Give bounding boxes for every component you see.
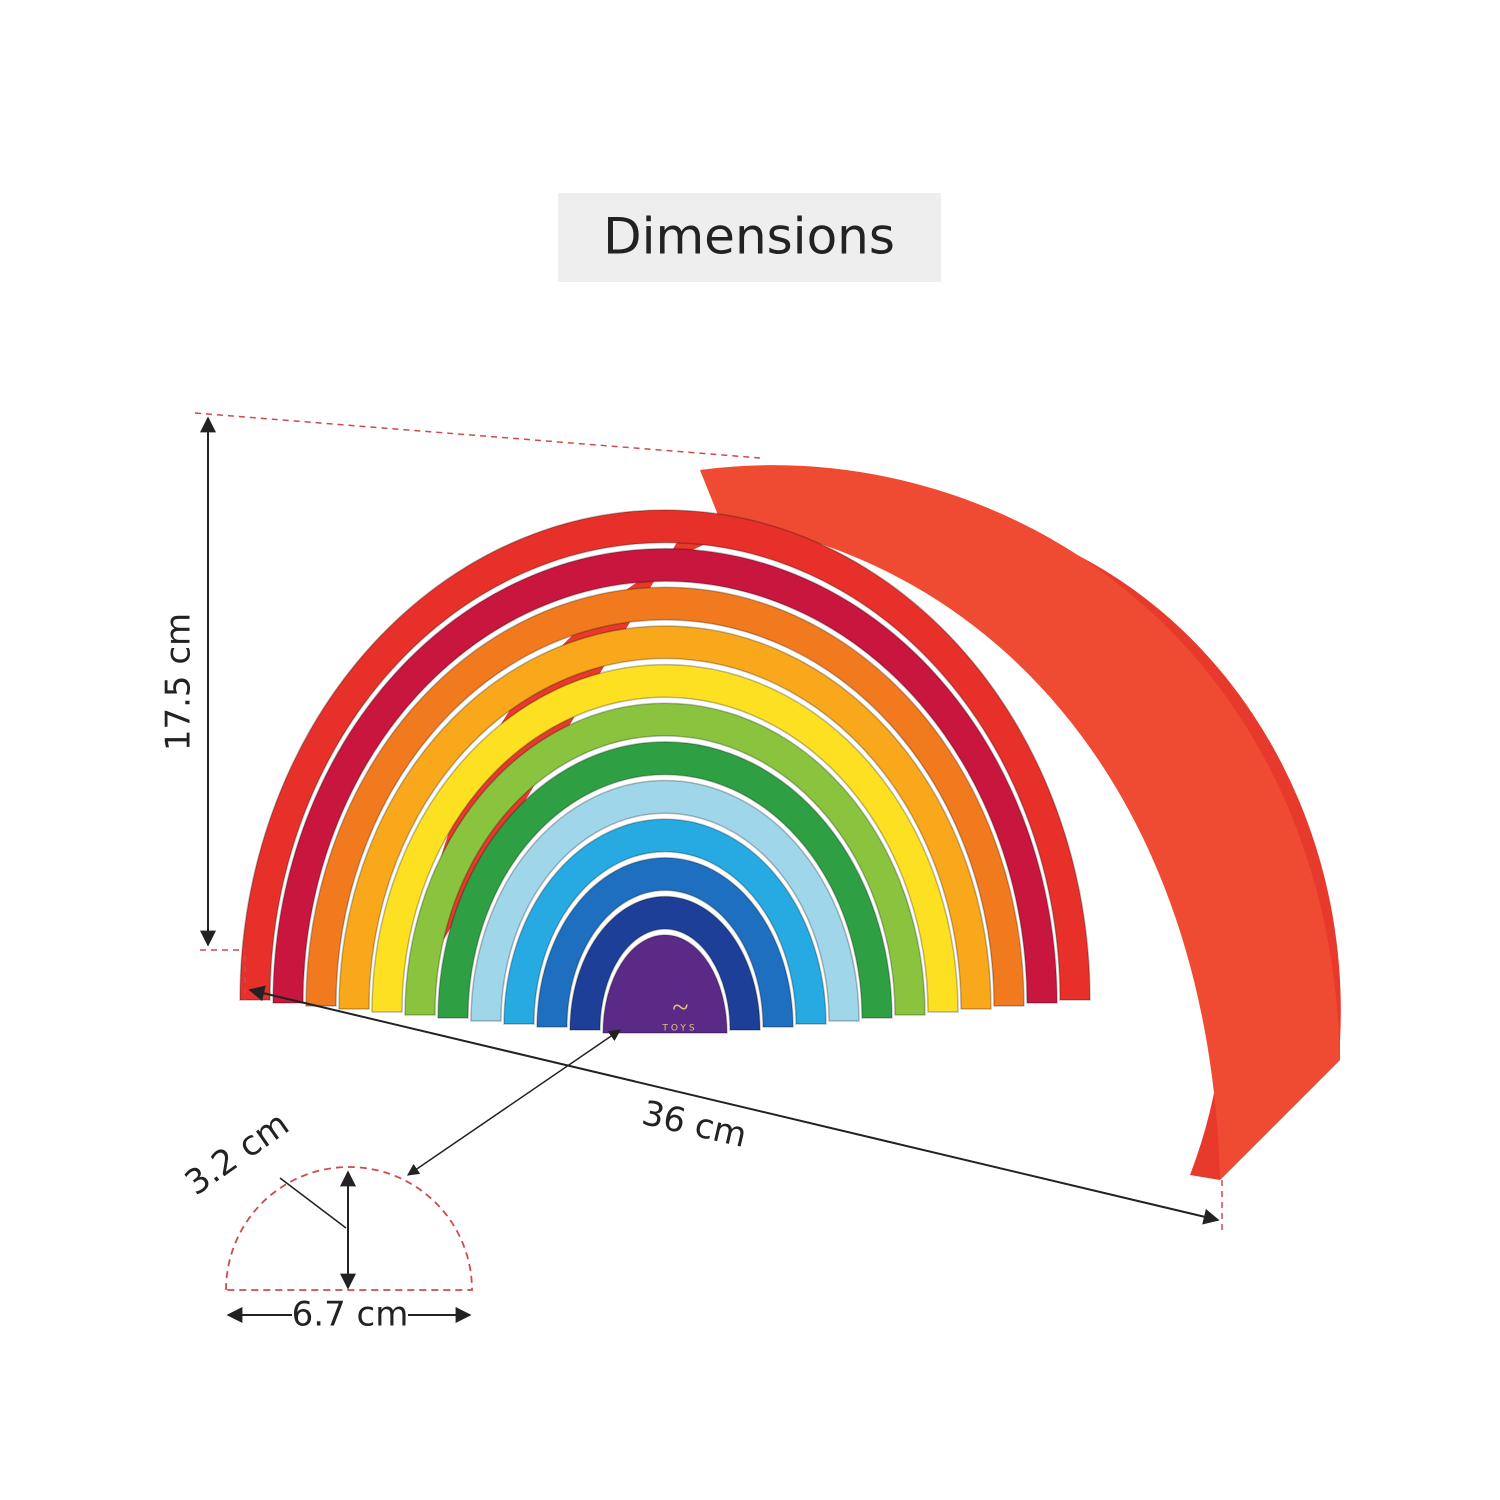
length-arrow [248, 985, 1220, 1225]
width-label: 6.7 cm [292, 1295, 409, 1335]
thickness-label: 3.2 cm [178, 1104, 297, 1204]
height-label: 17.5 cm [159, 613, 199, 751]
cross-section [225, 1166, 473, 1291]
rainbow-top [700, 465, 1340, 1180]
thickness-leader [279, 1177, 347, 1229]
guide-line [194, 412, 761, 459]
length-label: 36 cm [638, 1093, 750, 1156]
logo-subtitle: TOYS [661, 1024, 697, 1034]
title: Dimensions [603, 208, 895, 266]
logo-mark: ~ [672, 991, 688, 1024]
pointer-arrow [407, 1029, 621, 1176]
title-box [558, 193, 941, 282]
